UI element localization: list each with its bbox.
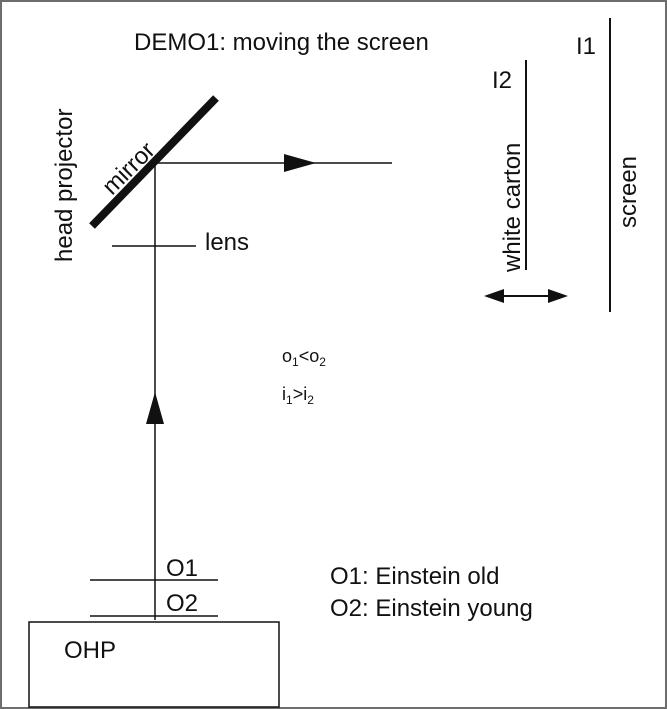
vertical-ray-arrowhead xyxy=(146,392,164,424)
label-head-projector: head projector xyxy=(51,109,78,262)
legend-o1: O1: Einstein old xyxy=(330,563,499,590)
label-o1: O1 xyxy=(166,555,198,582)
label-o2: O2 xyxy=(166,590,198,617)
relation-image: i1>i2 xyxy=(282,384,314,407)
diagram-title: DEMO1: moving the screen xyxy=(134,29,429,56)
move-double-arrow xyxy=(484,289,568,303)
label-screen: screen xyxy=(615,156,642,228)
relation-object: o1<o2 xyxy=(282,346,326,369)
label-ohp: OHP xyxy=(64,637,116,664)
reflected-ray-arrowhead xyxy=(284,154,316,172)
ohp-box xyxy=(28,621,280,708)
label-i1: I1 xyxy=(576,33,596,60)
label-i2: I2 xyxy=(492,67,512,94)
label-lens: lens xyxy=(205,229,249,256)
legend-o2: O2: Einstein young xyxy=(330,595,533,622)
mirror-line xyxy=(89,95,219,229)
label-white-carton: white carton xyxy=(499,143,526,273)
